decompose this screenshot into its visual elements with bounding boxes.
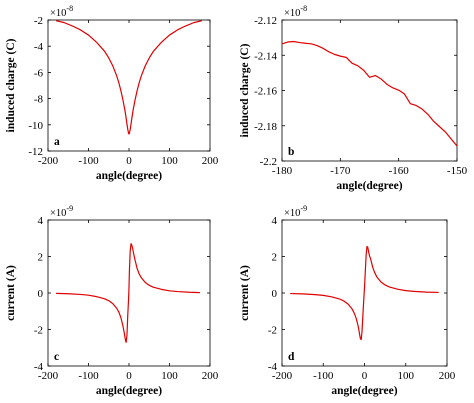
panel-c-xtick-label: -200 [38,370,59,382]
panel-a-ylabel: induced charge (C) [5,38,17,132]
panel-d-ytick-label: 4 [272,215,278,227]
panel-c-xlabel: angle(degree) [96,385,162,397]
panel-d-panel-letter: d [288,351,295,363]
panel-d-axis-multiplier: ×10-9 [284,204,307,219]
panel-c-ytick-label: 0 [38,288,44,300]
panel-c-xtick-label: 100 [161,370,178,382]
panel-d-xtick-label: 0 [362,370,368,382]
panel-a-panel-letter: a [54,136,60,148]
panel-d-ytick-label: -2 [268,325,277,337]
panel-b-axis-multiplier: ×10-8 [284,4,307,19]
panel-d-ytick-label: 2 [272,252,278,264]
panel-a-xtick-label: -200 [38,155,59,167]
panel-d-xtick-label: 100 [398,370,415,382]
panel-d-xtick-label: -100 [313,370,334,382]
panel-b-xtick-label: -150 [447,165,468,177]
panel-d-ytick-label: 0 [272,288,278,300]
panel-d-ylabel: current (A) [239,265,251,321]
panel-b-ylabel: induced charge (C) [239,43,251,137]
panel-a-xtick-label: -100 [78,155,99,167]
panel-b-series-line [281,40,458,147]
panel-a-ytick-label: -2 [34,15,43,27]
panel-c-ytick-label: -4 [34,361,44,373]
panel-c-xtick-label: 200 [202,370,219,382]
panel-a-series-line [55,20,203,135]
panel-d-ytick-label: -4 [268,361,278,373]
panel-b-xlabel: angle(degree) [336,180,402,192]
panel-a-axes-box [47,19,211,152]
panel-d-xtick-label: 200 [439,370,456,382]
panel-c-xtick-label: -100 [78,370,99,382]
panel-a-ytick-label: -4 [34,41,44,53]
panel-b-ytick-label: -2.16 [254,86,277,98]
panel-b-ytick-label: -2.2 [260,156,277,168]
panel-a-xtick-label: 100 [161,155,178,167]
panel-b-panel-letter: b [288,146,294,158]
panel-c-xtick-label: 0 [126,370,132,382]
panel-b-xtick-label: -160 [389,165,410,177]
panel-c-panel-letter: c [54,351,59,363]
panel-d-series-line [290,245,439,341]
panel-c-ytick-label: 4 [38,215,44,227]
panel-a-ytick-label: -12 [28,146,43,158]
panel-c-series-line [56,243,200,343]
panel-b-ytick-label: -2.18 [254,121,277,133]
panel-a-xtick-label: 0 [126,155,132,167]
panel-c-ylabel: current (A) [5,265,17,321]
panel-a-xlabel: angle(degree) [96,170,162,182]
panel-a-ytick-label: -6 [34,67,44,79]
panel-b-axes-box [281,19,458,162]
panel-c-axis-multiplier: ×10-9 [50,204,73,219]
panel-d-xtick-label: -200 [272,370,293,382]
panel-b-xtick-label: -180 [272,165,293,177]
panel-c-ytick-label: 2 [38,252,44,264]
panel-c-ytick-label: -2 [34,325,43,337]
panel-b-xtick-label: -170 [330,165,351,177]
panel-a-xtick-label: 200 [202,155,219,167]
panel-b-ytick-label: -2.12 [254,15,277,27]
panel-a-ytick-label: -8 [34,94,44,106]
panel-a-ytick-label: -10 [28,120,43,132]
panel-d-xlabel: angle(degree) [331,385,397,397]
panel-a-axis-multiplier: ×10-8 [50,4,73,19]
panel-b-ytick-label: -2.14 [254,50,277,62]
